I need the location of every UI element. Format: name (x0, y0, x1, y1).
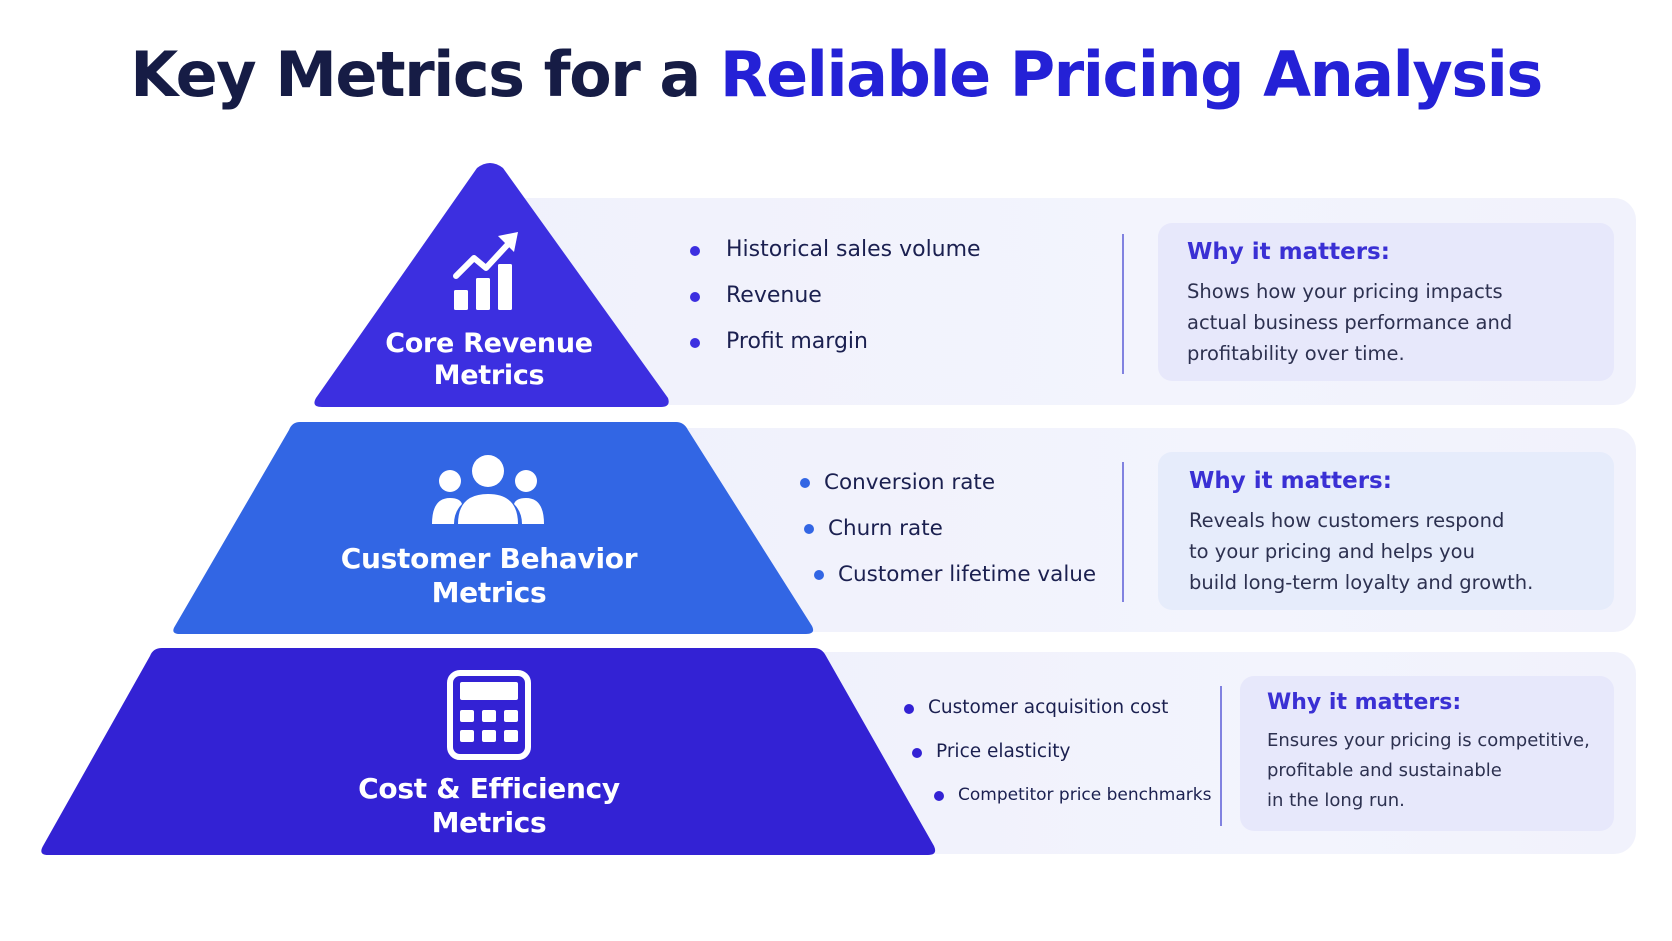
bullet-text: Revenue (726, 283, 822, 308)
bullet-dot (800, 478, 810, 488)
tier-1-label: Core Revenue Metrics (350, 328, 628, 393)
bullet-text: Historical sales volume (726, 237, 981, 262)
why-title: Why it matters: (1187, 239, 1390, 265)
tier-2-label-line1: Customer Behavior (340, 542, 638, 575)
bullet-dot (912, 748, 922, 758)
growth-chart-icon (453, 232, 518, 310)
why-text: Shows how your pricing impacts actual bu… (1187, 280, 1513, 365)
bullet-text: Conversion rate (824, 470, 996, 495)
tier-3-label: Cost & Efficiency Metrics (330, 772, 648, 839)
tier-2-label-line2: Metrics (431, 575, 547, 609)
bullet-dot (934, 791, 944, 801)
users-group-icon (432, 455, 544, 524)
why-title: Why it matters: (1189, 468, 1392, 494)
bullet-dot (690, 246, 700, 256)
tier-3-divider (1220, 686, 1222, 826)
tier-2-divider (1122, 462, 1124, 602)
pyramid-tier-3 (41, 648, 936, 855)
bullet-dot (690, 292, 700, 302)
list-item: Revenue (690, 283, 981, 329)
tier-1-divider (1122, 234, 1124, 374)
list-item: Churn rate (804, 516, 1096, 562)
pyramid-tier-2 (173, 422, 814, 634)
list-item: Competitor price benchmarks (934, 785, 1212, 829)
bullet-text: Churn rate (828, 516, 943, 541)
list-item: Historical sales volume (690, 237, 981, 283)
tier-1-label-line2: Metrics (433, 360, 545, 392)
tier-3-label-line1: Cost & Efficiency (358, 772, 620, 805)
tier-3-label-line2: Metrics (431, 805, 547, 839)
why-text: Ensures your pricing is competitive, pro… (1267, 730, 1590, 811)
tier-1-why-box: Why it matters: Shows how your pricing i… (1158, 223, 1614, 381)
calculator-icon (447, 670, 531, 760)
pyramid-tier-1 (314, 163, 669, 407)
list-item: Price elasticity (912, 741, 1211, 785)
list-item: Profit margin (690, 329, 981, 375)
why-text: Reveals how customers respond to your pr… (1189, 509, 1534, 594)
tier-1-label-line1: Core Revenue (385, 328, 593, 359)
bullet-text: Profit margin (726, 329, 868, 354)
tier-1-bullet-list: Historical sales volume Revenue Profit m… (690, 237, 981, 375)
tier-3-bullet-list: Customer acquisition cost Price elastici… (904, 697, 1211, 829)
bullet-text: Competitor price benchmarks (958, 785, 1212, 805)
bullet-text: Customer lifetime value (838, 562, 1097, 587)
bullet-dot (804, 524, 814, 534)
title-accent: Reliable Pricing Analysis (719, 38, 1543, 111)
bullet-text: Customer acquisition cost (928, 697, 1169, 718)
list-item: Customer lifetime value (814, 562, 1097, 608)
tier-2-why-box: Why it matters: Reveals how customers re… (1158, 452, 1614, 610)
title-prefix: Key Metrics for a (130, 38, 701, 111)
list-item: Customer acquisition cost (904, 697, 1211, 741)
tier-3-why-box: Why it matters: Ensures your pricing is … (1240, 676, 1614, 831)
bullet-dot (814, 570, 824, 580)
tier-2-label: Customer Behavior Metrics (330, 542, 648, 609)
why-title: Why it matters: (1267, 690, 1462, 715)
page-title: Key Metrics for a Reliable Pricing Analy… (0, 38, 1672, 111)
bullet-text: Price elasticity (936, 741, 1071, 762)
list-item: Conversion rate (800, 470, 1096, 516)
tier-2-bullet-list: Conversion rate Churn rate Customer life… (800, 470, 1096, 608)
bullet-dot (904, 704, 914, 714)
bullet-dot (690, 338, 700, 348)
